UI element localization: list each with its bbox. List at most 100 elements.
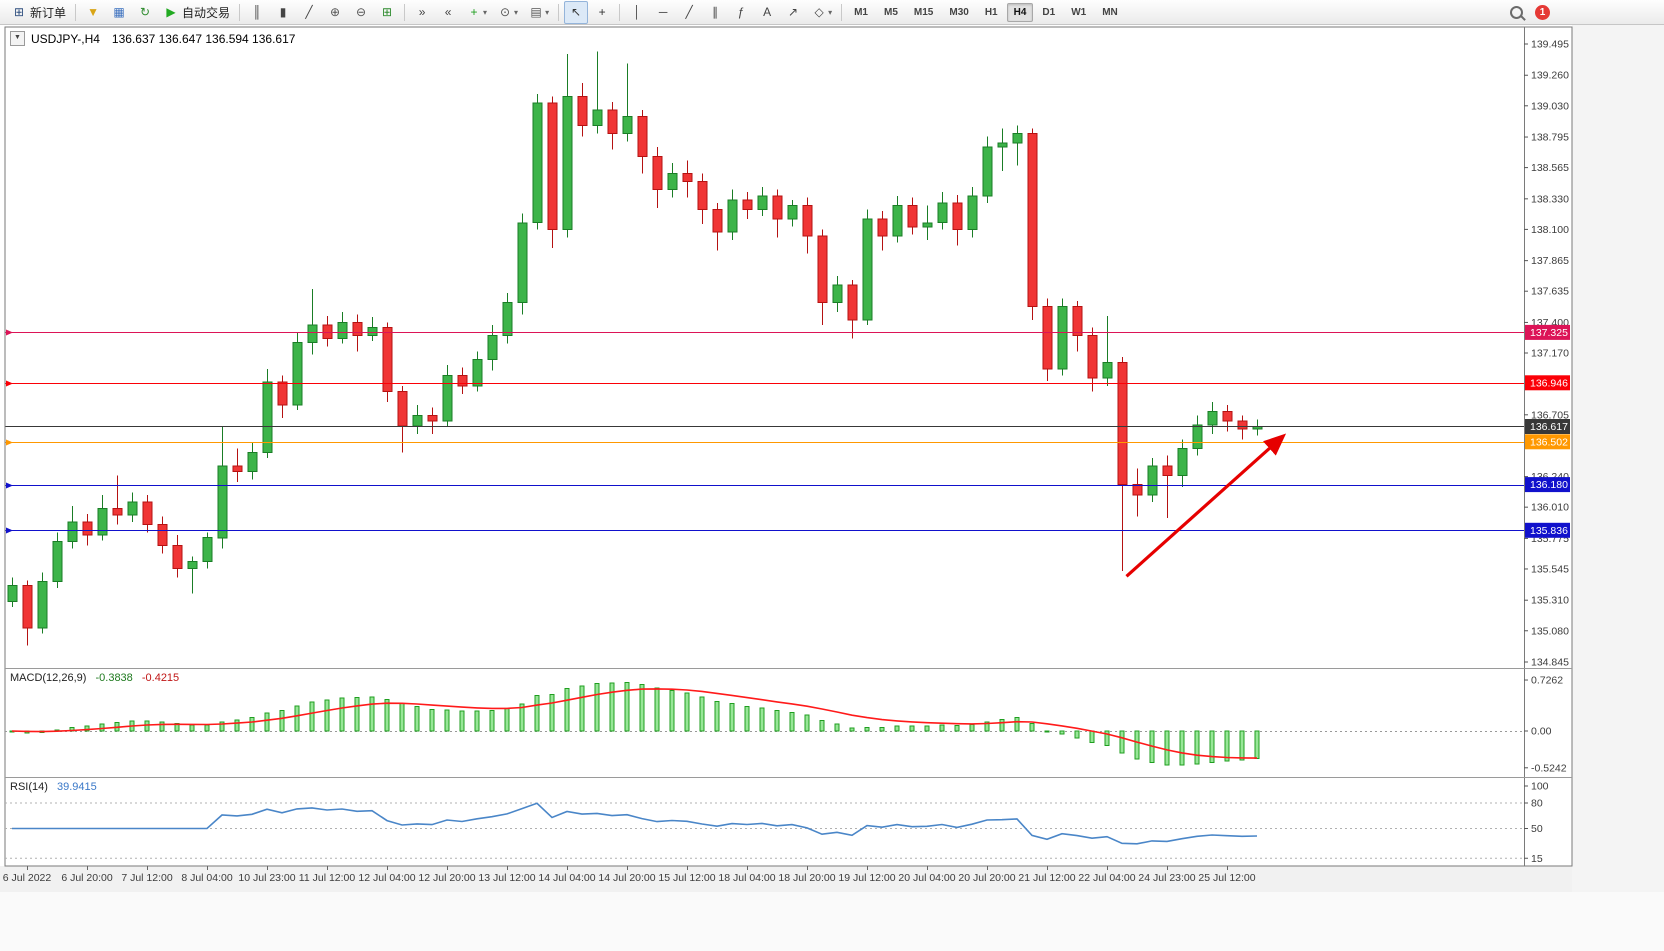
candle-body xyxy=(52,541,63,583)
price-tick-label: 136.010 xyxy=(1531,502,1569,514)
market-depth-button[interactable]: ▼ xyxy=(81,1,105,24)
notification-badge[interactable]: 1 xyxy=(1535,5,1550,20)
candle-body xyxy=(832,284,843,304)
macd-histogram-bar xyxy=(699,696,705,732)
dropdown-caret-icon[interactable]: ▾ xyxy=(828,7,833,17)
level-line-handle-icon[interactable] xyxy=(6,380,13,387)
price-badge xyxy=(1525,477,1570,493)
time-axis-label: 14 Jul 20:00 xyxy=(598,872,655,884)
macd-histogram-bar xyxy=(99,723,105,732)
dropdown-caret-icon[interactable]: ▾ xyxy=(483,7,488,17)
timeframe-button-d1[interactable]: D1 xyxy=(1042,6,1056,18)
macd-main-value: -0.3838 xyxy=(95,672,133,684)
macd-histogram-bar xyxy=(189,724,195,732)
search-icon[interactable] xyxy=(1510,6,1523,19)
chart-shift-button[interactable]: « xyxy=(436,1,460,24)
macd-histogram-bar xyxy=(279,710,285,732)
new-order-button[interactable]: ⊞ 新订单 xyxy=(7,1,70,24)
timeframe-button-h1[interactable]: H1 xyxy=(984,6,998,18)
fibonacci-button[interactable]: ƒ xyxy=(729,1,753,24)
cursor-button[interactable]: ↖ xyxy=(564,0,589,24)
price-tick-label: 135.310 xyxy=(1531,595,1569,607)
arrows-button[interactable]: ↗ xyxy=(781,1,805,24)
algo-trading-button[interactable]: ▶ 自动交易 xyxy=(159,1,234,24)
price-badge-label: 136.946 xyxy=(1530,377,1568,389)
price-badge-label: 137.325 xyxy=(1530,327,1568,339)
level-line-handle-icon[interactable] xyxy=(6,482,13,489)
candlestick-chart-button[interactable]: ▮ xyxy=(271,1,295,24)
candle-body xyxy=(382,327,393,393)
macd-histogram-bar xyxy=(849,727,855,732)
macd-histogram-bar xyxy=(399,703,405,732)
candle-body xyxy=(682,173,693,183)
candle-body xyxy=(937,202,948,224)
auto-scroll-button[interactable]: » xyxy=(410,1,434,24)
time-axis-label: 18 Jul 20:00 xyxy=(778,872,835,884)
timeframe-button-m15[interactable]: M15 xyxy=(913,6,934,18)
macd-histogram-bar xyxy=(939,724,945,732)
macd-histogram-bar xyxy=(309,701,315,732)
timeframe-button-w1[interactable]: W1 xyxy=(1071,6,1087,18)
macd-histogram-bar xyxy=(969,724,975,732)
candle-body xyxy=(607,109,618,135)
zoom-out-button[interactable]: ⊖ xyxy=(349,1,373,24)
macd-histogram-bar xyxy=(339,697,345,732)
price-tick-label: 134.845 xyxy=(1531,657,1569,669)
candle-body xyxy=(1027,133,1038,307)
shapes-button[interactable]: ◇ ▾ xyxy=(807,1,836,24)
candle-body xyxy=(487,335,498,361)
timeframe-button-m5[interactable]: M5 xyxy=(884,6,898,18)
macd-histogram-bar xyxy=(219,721,225,732)
macd-histogram-bar xyxy=(639,684,645,732)
time-scale[interactable] xyxy=(0,866,1572,892)
macd-histogram-bar xyxy=(1239,730,1245,761)
add-indicator-button[interactable]: + ▾ xyxy=(462,1,491,24)
price-badge-label: 135.836 xyxy=(1530,525,1568,537)
rsi-axis-label: 80 xyxy=(1531,798,1543,810)
price-scale[interactable] xyxy=(1524,27,1572,866)
channel-button[interactable]: ∥ xyxy=(703,1,727,24)
candle-body xyxy=(637,115,648,157)
zoom-out-icon: ⊖ xyxy=(356,5,367,19)
timeframe-button-m30[interactable]: M30 xyxy=(949,6,969,18)
timeframe-button-mn[interactable]: MN xyxy=(1102,6,1118,18)
candle-body xyxy=(622,115,633,135)
zoom-in-button[interactable]: ⊕ xyxy=(323,1,347,24)
candle-body xyxy=(847,284,858,321)
price-tick-label: 137.635 xyxy=(1531,286,1569,298)
dropdown-caret-icon[interactable]: ▾ xyxy=(545,7,550,17)
rsi-axis-label: 15 xyxy=(1531,853,1543,865)
macd-histogram-bar xyxy=(864,726,870,732)
level-line-handle-icon[interactable] xyxy=(6,329,13,336)
line-chart-button[interactable]: ╱ xyxy=(297,1,321,24)
candle-body xyxy=(427,415,438,422)
chart-collapse-icon[interactable]: ▼ xyxy=(10,31,25,46)
periods-button[interactable]: ⊙ ▾ xyxy=(493,1,522,24)
bar-chart-button[interactable]: ║ xyxy=(245,1,269,24)
candle-body xyxy=(1147,465,1158,496)
level-line-handle-icon[interactable] xyxy=(6,439,13,446)
refresh-button[interactable]: ↻ xyxy=(133,1,157,24)
template-button[interactable]: ▤ ▾ xyxy=(524,1,553,24)
crosshair-button[interactable]: + xyxy=(590,1,614,24)
level-line-handle-icon[interactable] xyxy=(6,527,13,534)
time-axis-label: 24 Jul 23:00 xyxy=(1138,872,1195,884)
candle-body xyxy=(802,205,813,237)
macd-histogram-bar xyxy=(789,711,795,732)
candle-body xyxy=(577,96,588,127)
market-watch-button[interactable]: ▦ xyxy=(107,1,131,24)
dropdown-caret-icon[interactable]: ▾ xyxy=(514,7,519,17)
vertical-line-button[interactable]: │ xyxy=(625,1,649,24)
trendline-button[interactable]: ╱ xyxy=(677,1,701,24)
rsi-value: 39.9415 xyxy=(56,781,97,793)
text-button[interactable]: A xyxy=(755,1,779,24)
macd-histogram-bar xyxy=(909,725,915,732)
trend-arrow[interactable] xyxy=(1125,433,1287,578)
candle-body xyxy=(1237,420,1248,430)
timeframe-button-m1[interactable]: M1 xyxy=(854,6,868,18)
candle-body xyxy=(877,218,888,237)
tile-windows-button[interactable]: ⊞ xyxy=(375,1,399,24)
timeframe-button-h4[interactable]: H4 xyxy=(1006,2,1034,22)
horizontal-line-button[interactable]: ─ xyxy=(651,1,675,24)
